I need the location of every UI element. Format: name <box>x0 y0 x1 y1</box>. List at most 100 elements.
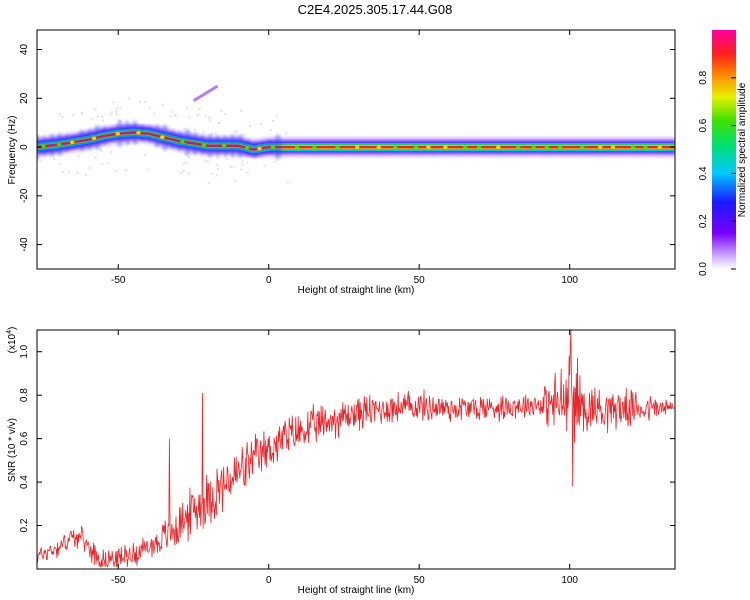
spectrum-speck <box>84 173 87 176</box>
spectrum-bead <box>136 131 141 135</box>
spectrogram-x-axis-label: Height of straight line (km) <box>298 285 415 296</box>
spectrogram-frame <box>36 29 676 270</box>
spectrum-speck <box>198 108 201 110</box>
snr-y-multiplier: (x104) <box>6 327 18 354</box>
colorbar-gradient <box>712 30 736 269</box>
snr-x-tick-label: 50 <box>414 575 426 586</box>
spectrum-bead <box>70 140 75 144</box>
spectrum-speck <box>110 111 113 114</box>
spectrum-bead <box>557 145 563 149</box>
spectrum-speck <box>101 115 104 118</box>
spectrum-speck <box>68 170 71 173</box>
spectrum-speck <box>110 151 113 153</box>
colorbar-tick-label: 0.4 <box>698 166 709 180</box>
spectrum-speck <box>182 169 185 172</box>
spectrum-speck <box>286 181 289 184</box>
spectrum-speck <box>139 100 142 103</box>
spectrum-speck <box>246 171 249 174</box>
spectrum-speck <box>259 123 262 126</box>
spectrum-bead <box>531 145 536 149</box>
spectrum-bead <box>221 144 227 148</box>
spectrum-speck <box>188 116 191 119</box>
spectrum-speck <box>116 107 119 110</box>
spectrum-speck <box>71 114 74 117</box>
spectrum-speck <box>196 114 199 117</box>
spectrum-bead <box>180 140 185 144</box>
spectrum-blob <box>183 128 192 157</box>
spectrum-blob <box>251 141 260 158</box>
spectrum-speck <box>202 131 205 134</box>
spectrum-speck <box>97 115 99 118</box>
spectrogram-y-tick-label: -40 <box>19 237 30 252</box>
snr-x-tick-label: 100 <box>561 575 578 586</box>
spectrum-blob <box>93 125 102 150</box>
spectrum-bead <box>91 136 97 140</box>
spectrum-blob <box>236 134 245 158</box>
snr-y-tick-label: 0.6 <box>19 431 30 445</box>
spectrum-bead <box>463 145 468 149</box>
spectrum-speck <box>115 113 118 116</box>
spectrum-bead <box>354 145 360 149</box>
spectrum-speck <box>88 167 91 170</box>
spectrum-speck <box>235 131 238 134</box>
snr-x-axis-label: Height of straight line (km) <box>298 585 415 596</box>
spectrum-bead <box>630 145 636 149</box>
spectrum-bead <box>610 145 616 149</box>
spectrum-bead <box>393 145 398 149</box>
spectrum-speck <box>275 115 278 118</box>
colorbar-ticks: 0.0 0.2 0.4 0.6 0.8 <box>698 70 736 276</box>
spectrum-speck <box>59 112 62 115</box>
spectrum-speck <box>185 161 188 164</box>
snr-y-tick-label: 0.8 <box>19 388 30 402</box>
spectrum-speck <box>76 172 79 174</box>
colorbar-tick-label: 0.6 <box>698 118 709 132</box>
spectrum-speck <box>152 112 155 115</box>
spectrum-blob <box>145 126 154 142</box>
snr-y-axis-label: SNR (10 * v/v) <box>7 418 18 482</box>
spectrum-blob <box>175 131 184 151</box>
spectrum-speck <box>180 171 183 174</box>
spectrum-blob <box>206 134 215 158</box>
spectrum-blob <box>123 120 132 146</box>
spectrum-bead <box>580 145 585 149</box>
spectrum-speck <box>240 168 243 171</box>
spectrum-speck <box>143 153 146 156</box>
spectrum-bead <box>312 145 317 149</box>
spectrum-blob <box>213 135 222 157</box>
spectrum-speck <box>125 169 128 172</box>
snr-y-multiplier-exponent: 4 <box>6 330 13 334</box>
spectrogram-x-tick-label: 100 <box>561 275 578 286</box>
spectrum-bead <box>270 145 276 149</box>
spectrum-speck <box>263 164 266 167</box>
spectrogram-y-tick-label: 40 <box>19 44 30 56</box>
spectrum-blob <box>266 139 275 155</box>
spectrogram-x-tick-label: -50 <box>111 275 126 286</box>
spectrum-speck <box>218 122 221 124</box>
spectrogram-plot-area <box>37 84 675 184</box>
spectrum-speck <box>90 118 93 121</box>
spectrum-bead <box>443 145 448 149</box>
spectrum-speck <box>94 108 97 111</box>
spectrum-speck <box>220 109 223 112</box>
spectrum-speck <box>101 163 104 166</box>
spectrum-bead <box>244 146 250 150</box>
colorbar: 0.0 0.2 0.4 0.6 0.8 Normalized spectral ampl… <box>698 30 748 276</box>
snr-x-tick-label: 0 <box>266 575 272 586</box>
spectrum-speck <box>193 128 196 131</box>
spectrum-blob <box>100 126 109 146</box>
spectrum-speck <box>61 115 64 118</box>
spectrum-speck <box>119 107 122 110</box>
spectrum-speck <box>182 162 185 165</box>
spectrum-speck <box>148 106 151 109</box>
spectrum-blob <box>48 134 57 157</box>
spectrum-bead <box>56 142 62 147</box>
spectrum-bead <box>201 143 207 147</box>
spectrum-blob <box>70 135 79 149</box>
spectrogram-ticks: -50 0 50 100 -40 -20 0 20 40 <box>19 30 675 286</box>
spectrum-speck <box>59 163 62 166</box>
spectrum-bead <box>476 145 482 149</box>
spectrogram-y-tick-label: 20 <box>19 92 30 104</box>
spectrum-speck <box>53 158 55 160</box>
spectrum-bead <box>598 145 603 149</box>
spectrogram-y-axis-label: Frequency (Hz) <box>7 116 18 185</box>
